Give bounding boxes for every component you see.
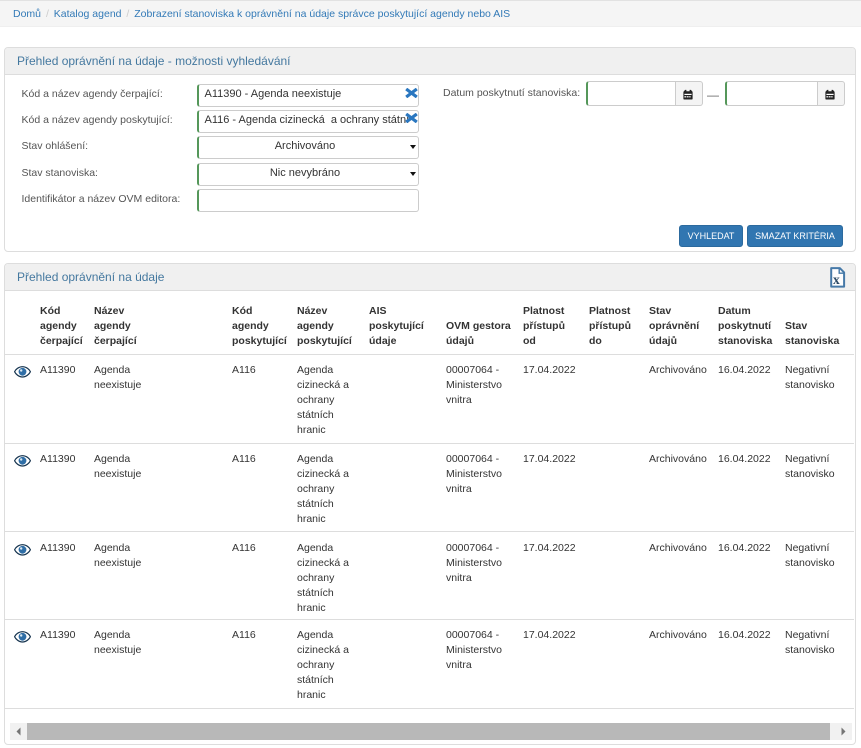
svg-text:x: x [833,272,840,287]
